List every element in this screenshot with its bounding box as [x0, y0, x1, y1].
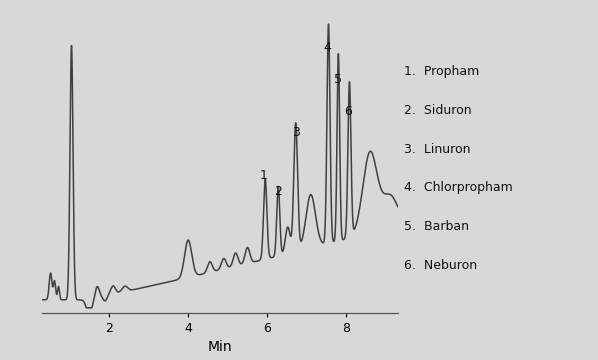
- X-axis label: Min: Min: [208, 340, 232, 354]
- Text: 6.  Neburon: 6. Neburon: [404, 259, 477, 272]
- Text: 1.  Propham: 1. Propham: [404, 65, 479, 78]
- Text: 3: 3: [292, 126, 300, 139]
- Text: 5.  Barban: 5. Barban: [404, 220, 469, 233]
- Text: 4.  Chlorpropham: 4. Chlorpropham: [404, 181, 512, 194]
- Text: 3.  Linuron: 3. Linuron: [404, 143, 470, 156]
- Text: 6: 6: [344, 105, 352, 118]
- Text: 2: 2: [274, 185, 282, 198]
- Text: 5: 5: [334, 73, 341, 86]
- Text: 1: 1: [260, 169, 268, 182]
- Text: 4: 4: [324, 41, 331, 54]
- Text: 2.  Siduron: 2. Siduron: [404, 104, 471, 117]
